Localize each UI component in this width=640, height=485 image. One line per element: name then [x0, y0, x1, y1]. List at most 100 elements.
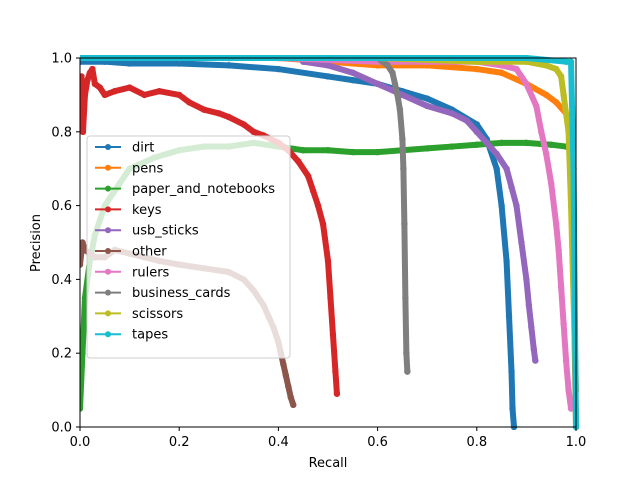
legend-swatch-marker [105, 185, 111, 192]
data-point-dirt [225, 62, 232, 69]
data-point-rulers [562, 357, 570, 364]
data-point-keys [91, 80, 99, 88]
data-point-pens [552, 99, 560, 106]
legend-swatch-marker [105, 144, 111, 150]
data-point-paper-and-notebooks [300, 147, 307, 154]
data-point-scissors [557, 73, 565, 80]
data-point-paper-and-notebooks [448, 143, 456, 150]
data-point-other [287, 394, 294, 401]
data-point-business-cards [384, 62, 391, 69]
data-point-business-cards [399, 135, 406, 143]
data-point-keys [200, 106, 208, 113]
data-point-keys [225, 113, 232, 121]
legend-item: business_cards [95, 286, 231, 301]
data-point-keys [319, 220, 327, 228]
data-point-keys [295, 158, 302, 165]
data-point-paper-and-notebooks [349, 148, 356, 156]
data-point-usb-sticks [463, 117, 471, 124]
data-point-business-cards [396, 106, 404, 113]
data-point-other [285, 383, 292, 390]
data-point-scissors [562, 110, 570, 117]
legend-swatch-marker [105, 248, 111, 254]
data-point-usb-sticks [513, 202, 520, 209]
data-point-business-cards [391, 80, 399, 88]
data-point-paper-and-notebooks [548, 141, 555, 148]
data-point-usb-sticks [532, 357, 539, 364]
data-point-keys [89, 65, 96, 73]
x-tick-label: 0.4 [268, 435, 289, 450]
data-point-usb-sticks [528, 324, 535, 331]
data-point-keys [333, 390, 341, 397]
data-point-keys [240, 121, 247, 128]
data-point-dirt [424, 95, 431, 102]
x-tick-label: 1.0 [566, 435, 587, 450]
data-point-keys [84, 76, 91, 84]
x-tick-label: 0.8 [466, 435, 487, 450]
x-axis-label: Recall [309, 456, 348, 471]
data-point-usb-sticks [448, 110, 456, 117]
legend-item: paper_and_notebooks [95, 182, 275, 197]
legend-swatch-marker [105, 289, 111, 296]
data-point-usb-sticks [523, 276, 530, 283]
legend-label: tapes [132, 328, 168, 343]
data-point-pens [543, 91, 550, 99]
data-point-tapes [567, 58, 575, 65]
data-point-keys [250, 128, 257, 135]
data-point-keys [304, 172, 312, 180]
series-keys [80, 65, 341, 397]
data-point-scissors [552, 65, 560, 73]
data-point-usb-sticks [508, 183, 515, 191]
data-point-business-cards [403, 350, 410, 357]
axis-ticks: 0.0 0.2 0.4 0.6 0.8 1.0 0.0 0.2 0.4 0.6 0.8 1.0 [51, 52, 586, 451]
data-point-paper-and-notebooks [523, 139, 530, 147]
legend-item: usb_sticks [95, 224, 199, 239]
data-point-keys [80, 128, 87, 135]
data-point-business-cards [394, 91, 401, 99]
legend-swatch-marker [105, 268, 111, 275]
data-point-dirt [505, 313, 513, 320]
data-point-business-cards [400, 165, 407, 172]
axes-border [79, 57, 577, 428]
legend-label: scissors [132, 307, 183, 322]
legend-box [86, 135, 291, 359]
data-point-pens [498, 69, 505, 76]
data-point-keys [332, 368, 339, 375]
legend-swatch-marker [105, 310, 111, 317]
data-point-rulers [557, 283, 565, 290]
y-tick-label: 0.8 [51, 125, 72, 140]
data-point-tapes [562, 58, 570, 65]
data-point-keys [126, 84, 133, 91]
data-point-keys [185, 99, 193, 106]
data-point-other [282, 372, 290, 379]
data-point-keys [141, 91, 148, 99]
data-point-rulers [538, 128, 545, 135]
series-dirt [80, 58, 518, 430]
y-tick-label: 0.2 [51, 347, 72, 362]
data-point-dirt [349, 76, 356, 84]
data-point-keys [176, 91, 183, 99]
data-point-dirt [126, 60, 133, 67]
data-point-paper-and-notebooks [424, 145, 431, 152]
x-tick-label: 0.2 [169, 435, 190, 450]
data-point-keys [327, 294, 334, 302]
legend-item: tapes [95, 328, 168, 343]
data-point-keys [96, 84, 104, 91]
data-point-paper-and-notebooks [80, 405, 84, 412]
data-point-usb-sticks [518, 239, 525, 246]
data-point-keys [111, 88, 118, 95]
legend-item: pens [95, 161, 163, 176]
data-point-keys [329, 331, 337, 338]
x-tick-label: 0.0 [70, 435, 91, 450]
data-point-rulers [523, 80, 530, 88]
data-point-rulers [548, 180, 555, 187]
legend-label: rulers [132, 265, 170, 280]
data-point-paper-and-notebooks [324, 147, 332, 154]
legend-label: paper_and_notebooks [132, 182, 275, 197]
data-point-rulers [552, 220, 560, 228]
legend-item: rulers [95, 265, 170, 280]
data-point-dirt [275, 65, 282, 73]
legend-label: business_cards [132, 286, 231, 301]
legend-label: keys [132, 203, 162, 218]
